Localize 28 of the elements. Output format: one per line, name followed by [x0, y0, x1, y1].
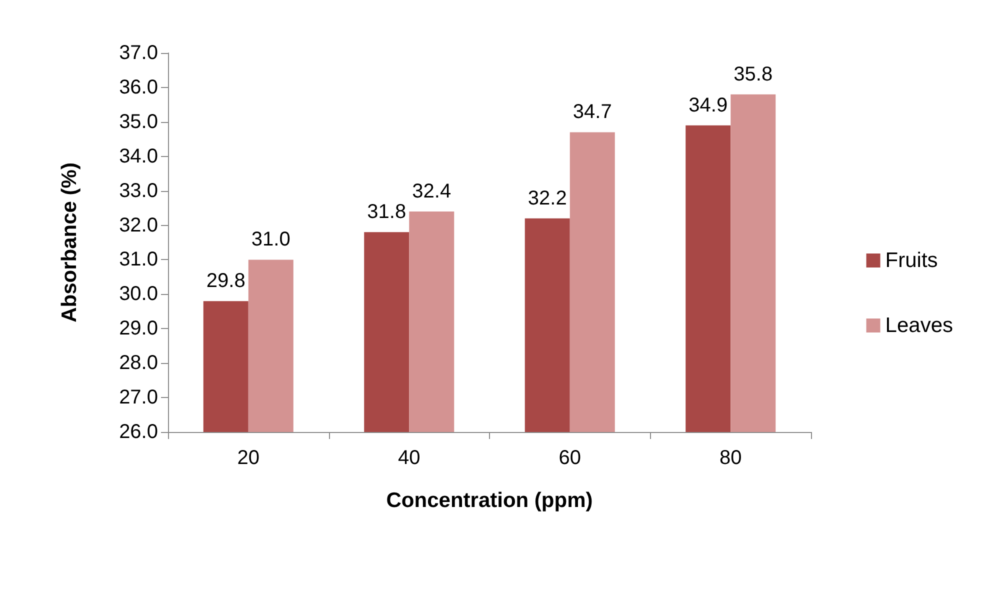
y-tick-label: 30.0 [119, 283, 158, 306]
y-tick-label: 37.0 [119, 42, 158, 64]
data-label: 29.8 [206, 270, 246, 292]
x-tick-label: 20 [237, 447, 260, 469]
data-label: 32.4 [412, 180, 452, 202]
y-tick-label: 33.0 [119, 180, 158, 202]
data-label: 34.9 [688, 94, 728, 116]
legend-label: Leaves [885, 314, 953, 337]
x-tick-label: 40 [398, 447, 420, 469]
data-label: 31.8 [367, 201, 406, 224]
y-axis-title: Absorbance (%) [58, 162, 81, 322]
x-axis-title: Concentration (ppm) [386, 489, 593, 512]
y-tick-label: 26.0 [119, 421, 158, 443]
data-label: 31.0 [251, 228, 290, 251]
y-tick-label: 32.0 [119, 214, 158, 236]
y-tick-label: 28.0 [119, 352, 158, 374]
y-tick-label: 29.0 [119, 318, 158, 340]
data-label: 35.8 [734, 63, 773, 86]
y-tick-label: 35.0 [119, 110, 158, 133]
x-tick-label: 80 [720, 447, 742, 469]
y-tick-label: 31.0 [119, 248, 158, 271]
y-tick-label: 27.0 [119, 386, 158, 409]
y-tick-label: 36.0 [119, 76, 158, 98]
data-label: 32.2 [528, 187, 567, 210]
x-tick-label: 60 [558, 447, 581, 469]
y-tick-label: 34.0 [119, 145, 158, 168]
data-label: 34.7 [572, 101, 612, 124]
legend-label: Fruits [885, 249, 938, 272]
